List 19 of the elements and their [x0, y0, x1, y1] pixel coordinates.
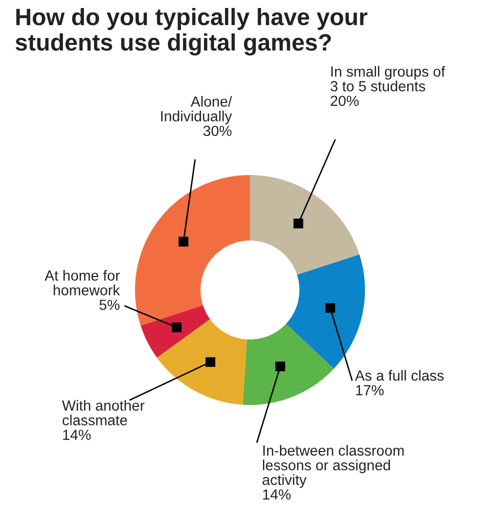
slice-label: At home for homework	[44, 270, 120, 296]
slice-label: With another classmate	[62, 400, 144, 426]
donut-slice	[242, 324, 334, 405]
data-label: 20%	[330, 96, 359, 106]
slice-label: Alone/ Individually	[161, 96, 232, 124]
slice-label: In-between classroom lessons or assigned activity	[262, 445, 404, 488]
donut-slice	[156, 319, 247, 405]
data-label: 5%	[100, 300, 120, 310]
donut-slice	[286, 254, 365, 369]
data-label: 14%	[263, 489, 291, 500]
data-label: 14%	[63, 430, 91, 440]
donut-slice	[250, 175, 360, 275]
slice-label: In small groups of 3 to 5 students	[330, 66, 446, 92]
data-label: 30%	[203, 126, 232, 136]
donut-slice	[135, 175, 250, 326]
chart-title: How do you typically have your students use digital games?	[16, 8, 368, 56]
data-label: 17%	[356, 385, 384, 396]
donut-slice	[140, 305, 210, 358]
slice-label: As a full class	[355, 370, 444, 381]
